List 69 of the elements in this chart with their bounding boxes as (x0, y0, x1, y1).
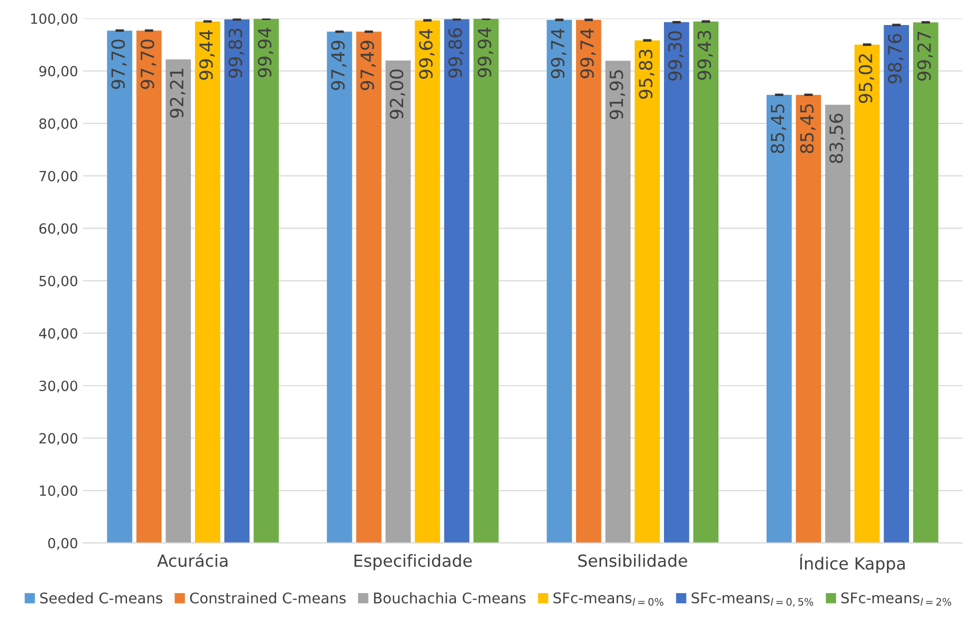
data-label: 95,02 (858, 54, 874, 104)
data-label: 99,30 (668, 31, 684, 81)
y-tick-label: 30,00 (39, 380, 78, 393)
bar (634, 40, 660, 543)
bar (605, 60, 631, 543)
data-label: 99,94 (258, 28, 274, 78)
data-label: 97,49 (360, 40, 376, 90)
bar (884, 25, 909, 543)
data-label: 91,95 (610, 70, 626, 120)
bar (107, 30, 132, 543)
x-tick-label: Sensibilidade (578, 554, 688, 567)
legend-label: Seeded C-means (40, 592, 162, 604)
legend-label: SFc-means$_{l=0,5%}$ (692, 592, 814, 607)
bar (576, 20, 602, 543)
data-label: 97,49 (331, 40, 347, 90)
data-label: 99,86 (448, 28, 464, 78)
x-tick-label: Acurácia (157, 553, 228, 567)
legend-label: Bouchachia C-means (374, 592, 526, 604)
bar (136, 30, 162, 543)
legend-label: Constrained C-means (190, 592, 346, 604)
y-tick-label: 80,00 (39, 118, 78, 130)
data-label: 98,76 (888, 34, 904, 84)
data-label: 95,83 (638, 50, 654, 99)
data-label: 92,21 (170, 68, 186, 118)
bar (546, 20, 572, 543)
bar (444, 19, 470, 543)
bar (825, 104, 850, 543)
y-tick-label: 0,00 (48, 538, 78, 550)
data-label: 92,00 (390, 70, 406, 119)
y-tick-label: 40,00 (39, 328, 78, 340)
data-label: 99,94 (478, 28, 494, 78)
data-label: 99,27 (917, 32, 933, 81)
y-tick-label: 50,00 (39, 276, 78, 288)
bar (766, 94, 792, 543)
bar (166, 59, 191, 543)
bar (386, 60, 411, 543)
bar (664, 22, 690, 543)
legend-label: SFc-means$_{l=0%}$ (554, 592, 664, 606)
data-label: 99,64 (419, 29, 435, 79)
y-tick-label: 70,00 (40, 170, 78, 183)
y-tick-label: 90,00 (39, 66, 78, 78)
data-label: 99,74 (580, 28, 596, 78)
bar (854, 44, 880, 543)
bar (195, 21, 220, 543)
data-label: 85,45 (800, 104, 816, 154)
y-tick-label: 60,00 (39, 223, 78, 236)
bar (326, 32, 352, 543)
data-label: 99,83 (228, 28, 244, 78)
data-label: 97,70 (140, 40, 156, 89)
y-tick-label: 20,00 (39, 433, 78, 445)
bar (473, 18, 499, 543)
data-label: 97,70 (111, 40, 127, 89)
bar (796, 94, 822, 543)
y-tick-label: 100,00 (31, 13, 78, 26)
bar (913, 22, 938, 543)
bar (224, 19, 250, 543)
x-tick-label: Especificidade (354, 554, 472, 570)
y-tick-label: 10,00 (40, 485, 78, 498)
data-label: 99,74 (550, 28, 566, 78)
bar (254, 18, 279, 543)
data-label: 83,56 (829, 114, 845, 164)
x-tick-label: Índice Kappa (800, 554, 905, 573)
data-label: 99,44 (199, 30, 215, 80)
data-label: 99,43 (697, 30, 713, 80)
bar (356, 32, 382, 543)
bar (414, 20, 440, 543)
bar (693, 22, 718, 543)
data-label: 85,45 (770, 104, 786, 154)
legend-label: SFc-means$_{l=2%}$ (841, 592, 952, 606)
